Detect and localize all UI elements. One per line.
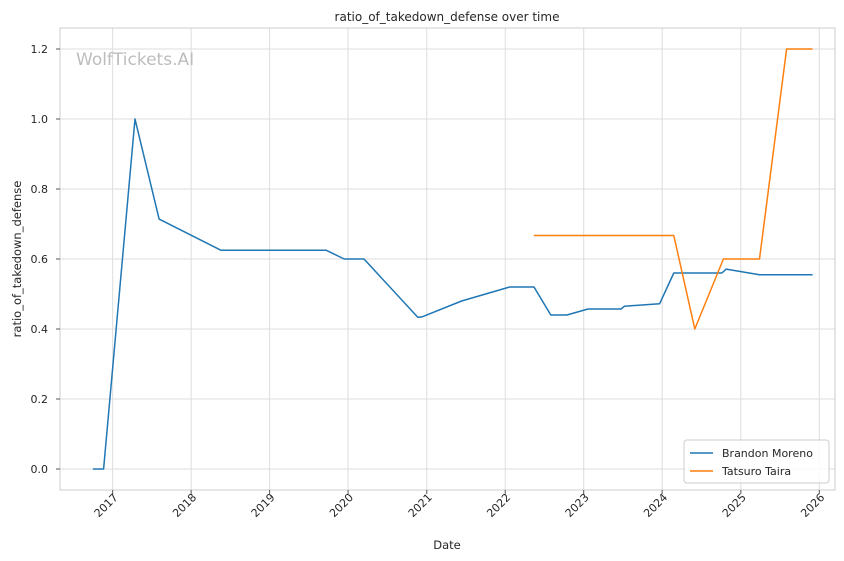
y-tick-label: 0.8 [31, 183, 49, 196]
x-axis-title: Date [433, 538, 461, 552]
y-tick-label: 0.0 [31, 463, 49, 476]
y-axis-ticks: 0.0 0.2 0.4 0.6 0.8 1.0 1.2 [31, 43, 60, 476]
series-layer [92, 48, 813, 470]
y-tick-label: 0.6 [31, 253, 49, 266]
legend-box [683, 439, 830, 484]
y-tick-label: 0.2 [31, 393, 49, 406]
y-tick-label: 0.4 [31, 323, 49, 336]
y-tick-label: 1.0 [31, 113, 49, 126]
watermark: WolfTickets.AI [76, 50, 194, 70]
legend: Brandon Moreno Tatsuro Taira [683, 439, 830, 484]
legend-label-tatsuro-taira: Tatsuro Taira [721, 465, 791, 478]
y-axis-title: ratio_of_takedown_defense [10, 181, 24, 338]
chart-title: ratio_of_takedown_defense over time [335, 10, 560, 24]
legend-label-brandon-moreno: Brandon Moreno [722, 447, 813, 460]
y-tick-label: 1.2 [31, 43, 49, 56]
series-line-tatsuro-taira [533, 48, 813, 330]
